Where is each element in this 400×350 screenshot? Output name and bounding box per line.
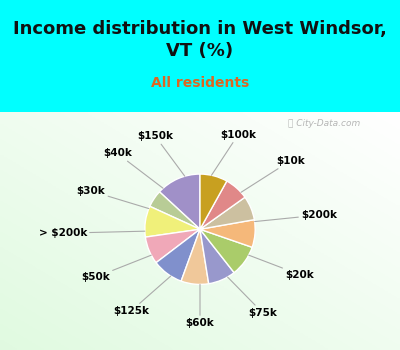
Text: $20k: $20k (249, 255, 314, 280)
Wedge shape (200, 197, 254, 229)
Text: $10k: $10k (241, 156, 305, 192)
Text: $75k: $75k (228, 277, 277, 318)
Text: > $200k: > $200k (38, 228, 145, 238)
Wedge shape (200, 174, 227, 229)
Text: $200k: $200k (255, 210, 337, 222)
Wedge shape (145, 229, 200, 262)
Text: $60k: $60k (186, 285, 214, 328)
Text: Income distribution in West Windsor,
VT (%): Income distribution in West Windsor, VT … (13, 20, 387, 60)
Wedge shape (181, 229, 209, 285)
Wedge shape (160, 174, 200, 229)
Wedge shape (156, 229, 200, 281)
Wedge shape (200, 220, 255, 247)
Wedge shape (200, 181, 245, 229)
Text: $50k: $50k (81, 255, 151, 282)
Text: ⓘ City-Data.com: ⓘ City-Data.com (288, 119, 360, 128)
Text: $100k: $100k (212, 130, 256, 175)
Text: $150k: $150k (137, 132, 185, 176)
Wedge shape (145, 206, 200, 237)
Text: $30k: $30k (77, 186, 149, 209)
Wedge shape (200, 229, 252, 273)
Wedge shape (150, 192, 200, 229)
Text: $125k: $125k (113, 276, 171, 316)
Text: $40k: $40k (103, 148, 163, 188)
Text: All residents: All residents (151, 76, 249, 90)
Wedge shape (200, 229, 234, 284)
